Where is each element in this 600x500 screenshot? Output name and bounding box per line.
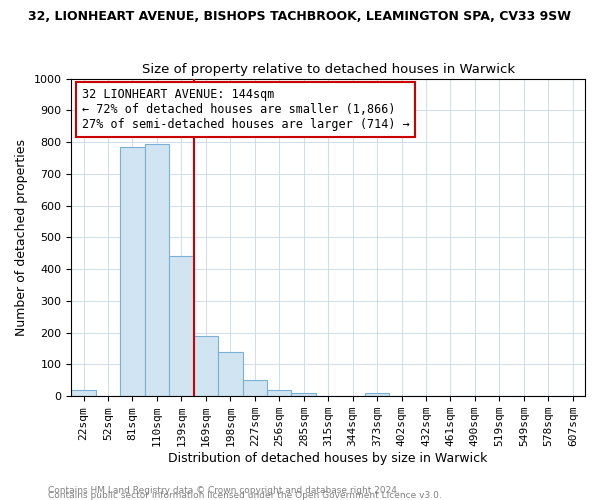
Bar — [365, 393, 389, 396]
Text: Contains HM Land Registry data © Crown copyright and database right 2024.: Contains HM Land Registry data © Crown c… — [48, 486, 400, 495]
Bar — [292, 393, 316, 396]
Text: Contains public sector information licensed under the Open Government Licence v3: Contains public sector information licen… — [48, 491, 442, 500]
Bar — [120, 147, 145, 396]
Text: 32 LIONHEART AVENUE: 144sqm
← 72% of detached houses are smaller (1,866)
27% of : 32 LIONHEART AVENUE: 144sqm ← 72% of det… — [82, 88, 409, 131]
Bar — [218, 352, 242, 396]
Bar — [169, 256, 194, 396]
Title: Size of property relative to detached houses in Warwick: Size of property relative to detached ho… — [142, 63, 515, 76]
X-axis label: Distribution of detached houses by size in Warwick: Distribution of detached houses by size … — [169, 452, 488, 465]
Bar — [194, 336, 218, 396]
Bar — [242, 380, 267, 396]
Bar — [267, 390, 292, 396]
Y-axis label: Number of detached properties: Number of detached properties — [15, 139, 28, 336]
Text: 32, LIONHEART AVENUE, BISHOPS TACHBROOK, LEAMINGTON SPA, CV33 9SW: 32, LIONHEART AVENUE, BISHOPS TACHBROOK,… — [29, 10, 571, 23]
Bar — [71, 390, 96, 396]
Bar — [145, 144, 169, 396]
